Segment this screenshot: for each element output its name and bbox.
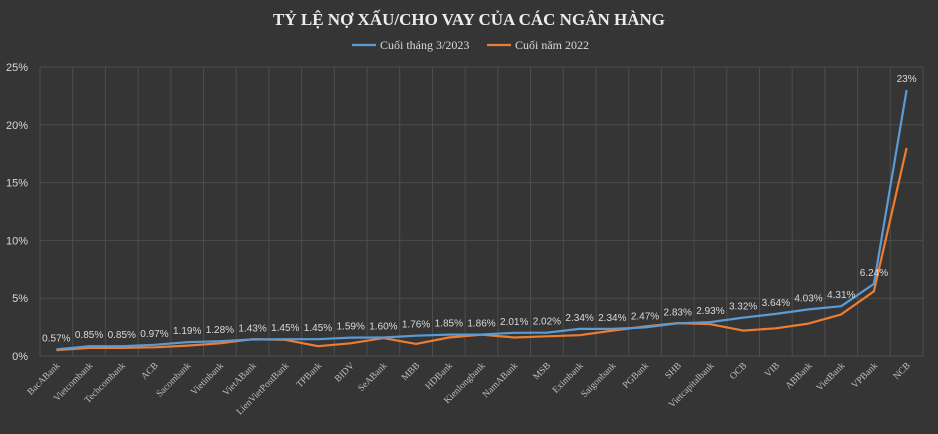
data-label: 3.64% (762, 298, 790, 309)
data-label: 6.24% (860, 268, 888, 279)
x-tick-label: SeABank (357, 361, 390, 394)
data-label: 2.02% (533, 317, 561, 328)
x-tick-label: Vietinbank (189, 361, 226, 398)
data-label: 0.85% (75, 330, 103, 341)
data-label: 1.43% (238, 323, 266, 334)
chart-title: TỶ LỆ NỢ XẤU/CHO VAY CỦA CÁC NGÂN HÀNG (273, 10, 665, 29)
x-tick-label: MSB (532, 361, 553, 382)
data-label: 1.28% (206, 325, 234, 336)
data-label: 2.34% (565, 313, 593, 324)
series-lines (56, 89, 908, 352)
y-tick-label: 25% (6, 62, 28, 74)
x-tick-label: VietBank (815, 361, 848, 394)
y-tick-label: 0% (12, 351, 28, 363)
data-label: 2.01% (500, 317, 528, 328)
data-label: 1.59% (337, 322, 365, 333)
y-tick-label: 15% (6, 178, 28, 190)
x-tick-label: TPBank (295, 361, 324, 390)
x-tick-label: Sacombank (155, 361, 194, 400)
data-label: 4.31% (827, 290, 855, 301)
x-tick-label: VIB (763, 361, 782, 380)
data-label: 23% (897, 74, 917, 85)
data-label: 1.86% (467, 318, 495, 329)
x-tick-label: ACB (140, 361, 161, 382)
x-tick-label: Saigonbank (580, 361, 619, 400)
legend: Cuối tháng 3/2023 Cuối năm 2022 (352, 38, 589, 52)
data-label: 3.32% (729, 302, 757, 313)
data-label: 1.60% (369, 322, 397, 333)
data-label: 1.76% (402, 320, 430, 331)
x-tick-label: MBB (400, 361, 422, 383)
x-tick-label: HDBank (424, 361, 455, 392)
data-label: 2.83% (664, 307, 692, 318)
data-label: 2.93% (696, 306, 724, 317)
data-label: 2.34% (598, 313, 626, 324)
legend-entry-series-2: Cuối năm 2022 (487, 38, 589, 52)
data-label: 4.03% (794, 293, 822, 304)
legend-label-series-1: Cuối tháng 3/2023 (380, 38, 469, 52)
x-tick-label: NamABank (481, 361, 520, 400)
data-label: 0.85% (108, 330, 136, 341)
series-line-1 (56, 89, 908, 351)
data-labels: 0.57% 0.85% 0.85% 0.97% 1.19% 1.28% 1.43% 1.45%… (42, 74, 917, 344)
data-label: 1.45% (271, 323, 299, 334)
data-label: 1.19% (173, 326, 201, 337)
y-tick-label: 10% (6, 235, 28, 247)
x-tick-label: ABBank (784, 361, 815, 392)
y-tick-label: 20% (6, 120, 28, 132)
legend-label-series-2: Cuối năm 2022 (515, 38, 589, 52)
data-label: 0.57% (42, 333, 70, 344)
data-label: 2.47% (631, 311, 659, 322)
x-tick-label: BIDV (333, 361, 357, 385)
x-tick-label: OCB (728, 361, 749, 382)
y-axis-ticks: 0% 5% 10% 15% 20% 25% (6, 62, 28, 363)
legend-entry-series-1: Cuối tháng 3/2023 (352, 38, 469, 52)
x-tick-label: NCB (892, 361, 913, 382)
gridlines (39, 66, 924, 357)
y-tick-label: 5% (12, 293, 28, 305)
data-label: 1.85% (435, 319, 463, 330)
x-tick-label: PGBank (621, 361, 651, 391)
x-tick-label: SHB (664, 361, 684, 381)
x-tick-label: VPBank (850, 361, 880, 391)
data-label: 1.45% (304, 323, 332, 334)
data-label: 0.97% (140, 329, 168, 340)
